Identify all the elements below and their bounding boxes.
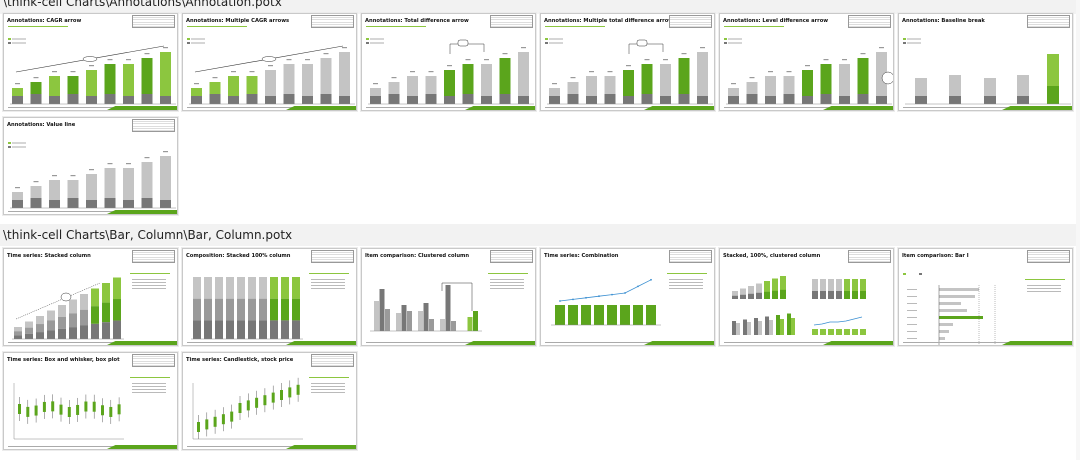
- chart-preview: [191, 273, 349, 340]
- slide-footer: [899, 341, 1072, 345]
- template-thumbnail[interactable]: Annotations: Value line: [3, 117, 178, 215]
- note-box: [490, 250, 533, 263]
- group-header-bar-column: \think-cell Charts\Bar, Column\Bar, Colu…: [0, 224, 1080, 246]
- slide-footer: [541, 106, 714, 110]
- slide-title: Annotations: CAGR arrow: [7, 18, 82, 24]
- slide-footer: [183, 445, 356, 449]
- template-thumbnail[interactable]: Time series: Combination: [540, 248, 715, 346]
- note-box: [848, 250, 891, 263]
- chart-preview: [366, 26, 534, 105]
- slide-footer: [183, 341, 356, 345]
- template-thumbnail[interactable]: Annotations: Total difference arrow: [361, 13, 536, 111]
- chart-preview: [192, 377, 349, 440]
- chart-preview: [903, 38, 1071, 105]
- note-box: [1027, 250, 1070, 263]
- chart-preview: [8, 26, 176, 105]
- chart-preview: [551, 273, 707, 326]
- chart-preview: [8, 142, 176, 209]
- template-thumbnail[interactable]: Composition: Stacked 100% column: [182, 248, 357, 346]
- slide-title: Annotations: Baseline break: [902, 18, 985, 24]
- note-box: [669, 250, 712, 263]
- slide-title: Annotations: Total difference arrow: [365, 18, 469, 24]
- slide-footer: [4, 341, 177, 345]
- note-box: [490, 15, 533, 28]
- group-path: \think-cell Charts\Annotations\Annotatio…: [3, 0, 282, 9]
- template-thumbnail[interactable]: Annotations: Multiple total difference a…: [540, 13, 715, 111]
- chart-preview: [12, 273, 170, 340]
- slide-title: Item comparison: Clustered column: [365, 253, 470, 259]
- template-thumbnail[interactable]: Item comparison: Clustered column: [361, 248, 536, 346]
- slide-footer: [720, 106, 893, 110]
- slide-footer: [4, 210, 177, 214]
- template-thumbnail[interactable]: Time series: Candlestick, stock price: [182, 352, 357, 450]
- slide-footer: [4, 445, 177, 449]
- note-box: [669, 15, 712, 28]
- note-box: [311, 250, 354, 263]
- slide-footer: [720, 341, 893, 345]
- slide-title: Annotations: Level difference arrow: [723, 18, 829, 24]
- slide-footer: [362, 106, 535, 110]
- note-box: [132, 250, 175, 263]
- slide-title: Annotations: Value line: [7, 122, 76, 128]
- template-thumbnail[interactable]: Annotations: Level difference arrow: [719, 13, 894, 111]
- template-thumbnail[interactable]: Time series: Stacked column: [3, 248, 178, 346]
- note-box: [311, 15, 354, 28]
- template-thumbnail[interactable]: Annotations: Multiple CAGR arrows: [182, 13, 357, 111]
- slide-title: Annotations: Multiple total difference a…: [544, 18, 677, 24]
- note-box: [311, 354, 354, 367]
- group-header-annotations: \think-cell Charts\Annotations\Annotatio…: [0, 0, 1080, 14]
- note-box: [848, 15, 891, 28]
- slide-title: Annotations: Multiple CAGR arrows: [186, 18, 290, 24]
- slide-title: Time series: Combination: [544, 253, 619, 259]
- group-path: \think-cell Charts\Bar, Column\Bar, Colu…: [3, 228, 293, 242]
- chart-preview: [724, 26, 893, 105]
- slide-title: Time series: Box and whisker, box plot: [7, 357, 120, 363]
- note-box: [1027, 15, 1070, 28]
- scrollbar[interactable]: [1076, 0, 1080, 460]
- chart-preview: [732, 276, 866, 335]
- template-thumbnail[interactable]: Item comparison: Bar I: [898, 248, 1073, 346]
- slide-title: Composition: Stacked 100% column: [186, 253, 291, 259]
- slide-footer: [4, 106, 177, 110]
- slide-title: Time series: Stacked column: [7, 253, 91, 259]
- chart-preview: [545, 26, 713, 105]
- slide-title: Stacked, 100%, clustered column: [723, 253, 821, 259]
- slide-title: Time series: Candlestick, stock price: [186, 357, 294, 363]
- chart-preview: [370, 273, 528, 332]
- note-box: [132, 15, 175, 28]
- template-thumbnail[interactable]: Stacked, 100%, clustered column: [719, 248, 894, 346]
- template-thumbnail[interactable]: Annotations: CAGR arrow: [3, 13, 178, 111]
- slide-title: Item comparison: Bar I: [902, 253, 969, 259]
- template-thumbnail[interactable]: Time series: Box and whisker, box plot: [3, 352, 178, 450]
- slide-footer: [183, 106, 356, 110]
- chart-preview: [13, 377, 170, 440]
- slide-footer: [541, 341, 714, 345]
- slide-footer: [899, 106, 1072, 110]
- chart-preview: [903, 273, 1065, 345]
- slide-footer: [362, 341, 535, 345]
- note-box: [132, 354, 175, 367]
- note-box: [132, 119, 175, 132]
- chart-preview: [187, 26, 355, 105]
- template-thumbnail[interactable]: Annotations: Baseline break: [898, 13, 1073, 111]
